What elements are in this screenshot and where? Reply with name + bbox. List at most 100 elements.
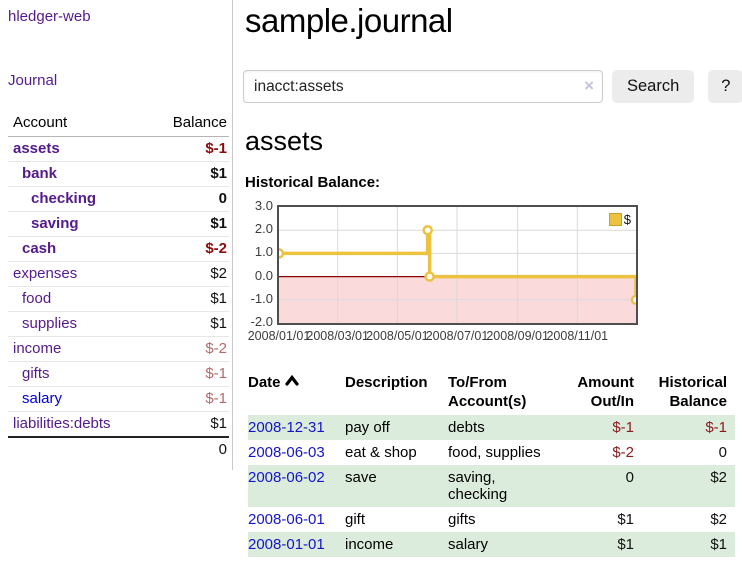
account-link[interactable]: checking bbox=[31, 190, 97, 207]
account-balance: $2 bbox=[147, 261, 229, 287]
account-balance: $-1 bbox=[147, 361, 229, 387]
register-cell-accounts: debts bbox=[448, 419, 485, 436]
transaction-date-link[interactable]: 2008-06-01 bbox=[248, 511, 325, 528]
register-cell-balance: 0 bbox=[718, 444, 727, 461]
account-row: expenses $2 bbox=[8, 261, 229, 287]
account-row: cash $-2 bbox=[8, 236, 229, 262]
account-row: supplies $1 bbox=[8, 311, 229, 337]
y-axis-tick-label: -2.0 bbox=[250, 314, 273, 329]
register-cell-balance: $2 bbox=[710, 469, 727, 486]
register-cell-accounts: salary bbox=[448, 536, 489, 553]
chart-series-svg bbox=[279, 207, 636, 323]
register-cell-date: 2008-12-31 bbox=[248, 415, 345, 440]
historical-balance-chart: $ 3.0 2.0 1.0 0.0 -1.0 -2.0 2008/01/01 2008/03/… bbox=[243, 198, 742, 348]
account-link[interactable]: gifts bbox=[22, 365, 50, 382]
x-axis-tick-label: 2008/01/01 bbox=[247, 329, 311, 343]
account-link[interactable]: supplies bbox=[22, 315, 78, 332]
chart-legend: $ bbox=[608, 212, 631, 227]
register-cell-date: 2008-06-01 bbox=[248, 507, 345, 532]
register-cell-balance: $2 bbox=[710, 511, 727, 528]
y-axis-tick-label: 0.0 bbox=[254, 267, 273, 283]
account-link[interactable]: assets bbox=[13, 140, 60, 157]
accounts-total-row: 0 bbox=[8, 436, 229, 462]
accounts-header-account: Account bbox=[8, 110, 148, 137]
y-axis-tick-label: 3.0 bbox=[254, 198, 273, 213]
search-row: × Search ? bbox=[243, 70, 742, 103]
account-balance: $-1 bbox=[147, 386, 229, 412]
x-axis-tick-label: 2008/07/01 bbox=[425, 329, 489, 343]
register-cell-balance: $1 bbox=[710, 536, 727, 553]
account-row: assets $-1 bbox=[8, 137, 229, 162]
search-box: × bbox=[243, 70, 603, 103]
account-link[interactable]: liabilities:debts bbox=[13, 415, 111, 432]
register-header-description: Description bbox=[345, 374, 428, 391]
register-cell-amount: $1 bbox=[617, 511, 634, 528]
chart-label: Historical Balance: bbox=[245, 174, 381, 191]
register-header-accounts: To/From Account(s) bbox=[448, 374, 527, 410]
register-cell-amount: $-1 bbox=[612, 419, 634, 436]
register-table: Date Description To/From Account(s) Amou… bbox=[248, 371, 735, 557]
transaction-date-link[interactable]: 2008-06-02 bbox=[248, 469, 325, 486]
account-row: salary $-1 bbox=[8, 386, 229, 412]
account-link[interactable]: saving bbox=[31, 215, 79, 232]
account-page-title: assets bbox=[245, 126, 324, 156]
x-axis-tick-label: 2008/05/01 bbox=[366, 329, 429, 343]
register-cell-accounts: saving, checking bbox=[448, 469, 508, 503]
transaction-date-link[interactable]: 2008-06-03 bbox=[248, 444, 325, 461]
register-row[interactable]: 2008-01-01 income salary $1 $1 bbox=[248, 532, 735, 557]
register-cell-description: gift bbox=[345, 511, 366, 528]
register-row[interactable]: 2008-06-01 gift gifts $1 $2 bbox=[248, 507, 735, 532]
register-row[interactable]: 2008-06-02 save saving, checking 0 $2 bbox=[248, 465, 735, 507]
register-cell-description: income bbox=[345, 536, 394, 553]
y-axis-tick-label: 1.0 bbox=[254, 244, 273, 260]
accounts-header-balance: Balance bbox=[147, 110, 229, 137]
legend-swatch-icon bbox=[608, 213, 622, 226]
account-link[interactable]: expenses bbox=[13, 265, 78, 282]
register-cell-amount: $1 bbox=[617, 536, 634, 553]
register-cell-date: 2008-06-03 bbox=[248, 440, 345, 465]
search-button[interactable]: Search bbox=[612, 70, 695, 103]
account-balance: $-2 bbox=[147, 236, 229, 262]
account-balance: $-2 bbox=[147, 336, 229, 362]
sidebar-item-journal[interactable]: Journal bbox=[8, 72, 58, 89]
account-link[interactable]: cash bbox=[22, 240, 57, 257]
register-cell-accounts: gifts bbox=[448, 511, 476, 528]
account-row: gifts $-1 bbox=[8, 361, 229, 387]
sidebar: hledger-web Journal Account Balance asse… bbox=[0, 0, 233, 470]
account-link[interactable]: income bbox=[13, 340, 62, 357]
account-balance: 0 bbox=[147, 186, 229, 212]
account-balance: $1 bbox=[147, 211, 229, 237]
help-button[interactable]: ? bbox=[708, 70, 742, 103]
account-balance: $1 bbox=[147, 311, 229, 337]
transaction-date-link[interactable]: 2008-12-31 bbox=[248, 419, 325, 436]
register-cell-description: save bbox=[345, 469, 377, 486]
account-link[interactable]: food bbox=[22, 290, 52, 307]
register-header-amount: Amount Out/In bbox=[577, 374, 634, 410]
account-link[interactable]: salary bbox=[22, 390, 63, 407]
register-cell-balance: $-1 bbox=[705, 419, 727, 436]
register-cell-date: 2008-06-02 bbox=[248, 465, 345, 507]
clear-search-icon[interactable]: × bbox=[584, 76, 594, 95]
register-table-body: 2008-12-31 pay off debts $-1 $-1 2008-06-03 ea… bbox=[248, 415, 735, 557]
register-cell-amount: 0 bbox=[625, 469, 634, 486]
account-link[interactable]: bank bbox=[22, 165, 58, 182]
transaction-date-link[interactable]: 2008-01-01 bbox=[248, 536, 325, 553]
x-axis-tick-label: 2008/11/01 bbox=[546, 329, 609, 343]
search-input[interactable] bbox=[243, 70, 603, 103]
register-row[interactable]: 2008-12-31 pay off debts $-1 $-1 bbox=[248, 415, 735, 440]
account-row: income $-2 bbox=[8, 336, 229, 362]
legend-label: $ bbox=[623, 212, 631, 227]
accounts-table-body: assets $-1 bank $1 checking 0 saving $1 cash $-2 e… bbox=[8, 137, 229, 437]
accounts-total-value: 0 bbox=[147, 436, 229, 462]
x-axis-tick-label: 2008/09/01 bbox=[486, 329, 549, 343]
main-content: sample.journal × Search ? assets Histori… bbox=[233, 0, 742, 581]
y-axis-tick-label: 2.0 bbox=[254, 221, 273, 237]
register-row[interactable]: 2008-06-03 eat & shop food, supplies $-2 0 bbox=[248, 440, 735, 465]
x-axis-tick-label: 2008/03/01 bbox=[306, 329, 369, 343]
page-title: sample.journal bbox=[245, 2, 453, 39]
register-header-date[interactable]: Date bbox=[248, 371, 345, 415]
account-row: liabilities:debts $1 bbox=[8, 411, 229, 437]
register-header-balance: Historical Balance bbox=[658, 374, 727, 410]
app-title-link[interactable]: hledger-web bbox=[8, 8, 91, 25]
